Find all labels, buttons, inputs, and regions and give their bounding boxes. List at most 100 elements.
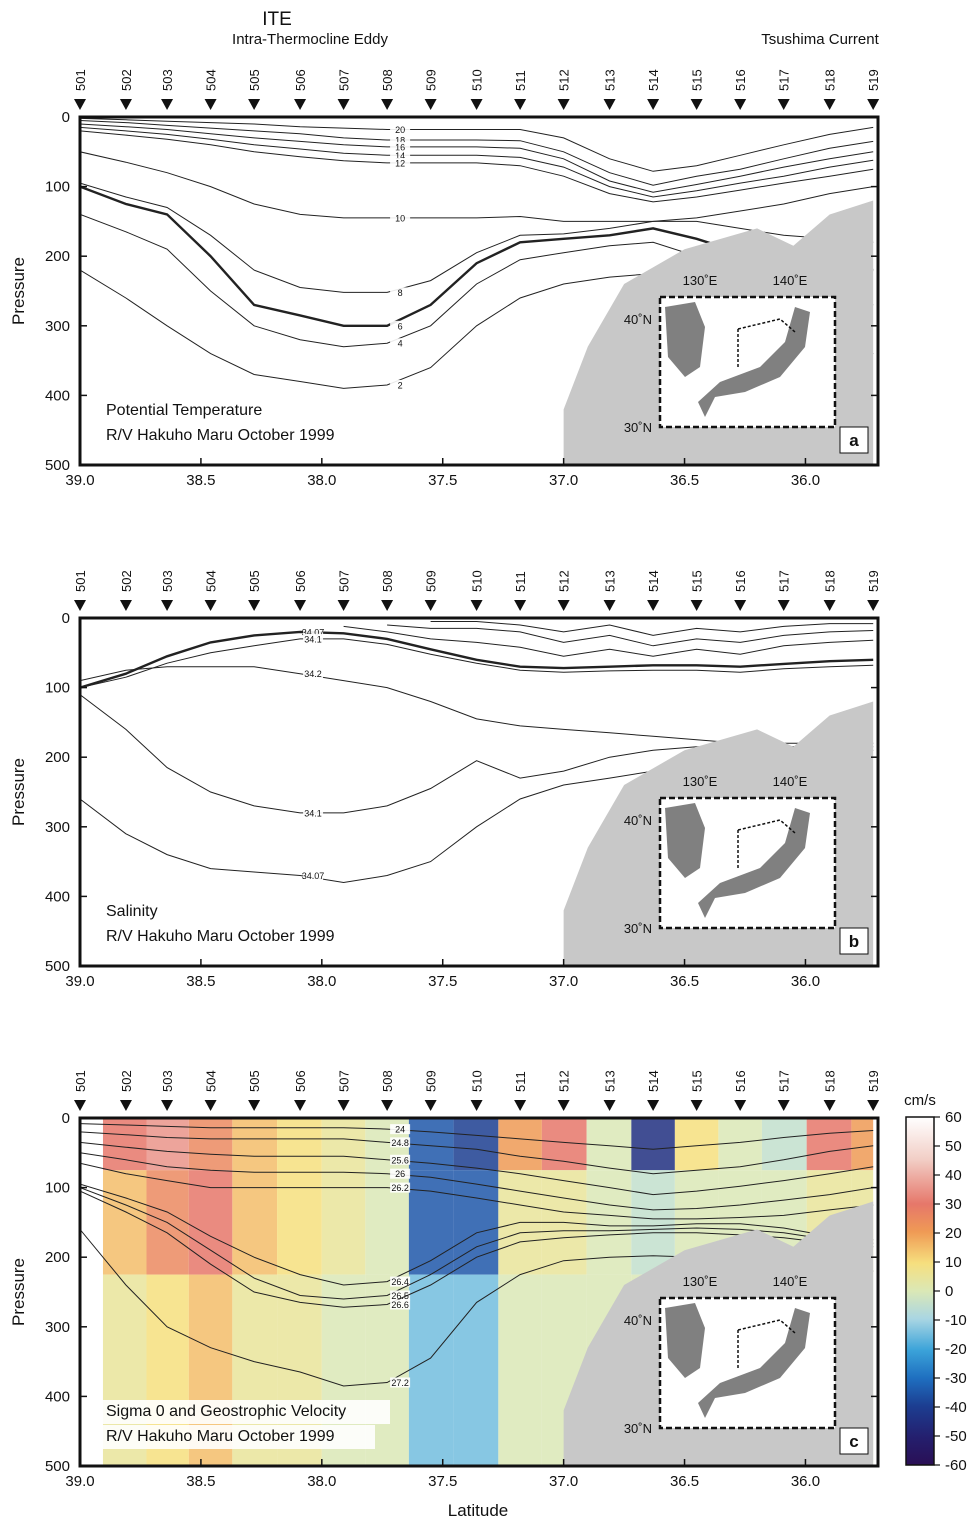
y-tick-label: 200 bbox=[45, 248, 70, 265]
contour-label-bg bbox=[390, 1137, 411, 1148]
station-marker bbox=[204, 1100, 217, 1111]
velocity-cell bbox=[102, 1118, 147, 1171]
colorbar-tick-label: -30 bbox=[945, 1370, 967, 1387]
y-tick-label: 200 bbox=[45, 749, 70, 766]
station-label: 504 bbox=[204, 1070, 219, 1092]
station-label: 504 bbox=[204, 69, 219, 91]
station-label: 508 bbox=[380, 69, 395, 91]
colorbar-tick-label: -40 bbox=[945, 1399, 967, 1416]
station-marker bbox=[119, 99, 132, 110]
station-marker bbox=[424, 600, 437, 611]
x-tick-label: 39.0 bbox=[65, 973, 94, 990]
velocity-cell bbox=[453, 1274, 499, 1466]
station-label: 505 bbox=[247, 1070, 262, 1092]
station-marker bbox=[204, 600, 217, 611]
chart-panel-c: 24 24.8 25.6 26 26.2 26.4 26.526.6 27.2 130˚E 140… bbox=[9, 1070, 881, 1490]
contour-line bbox=[80, 123, 874, 193]
velocity-cell bbox=[453, 1170, 499, 1275]
colorbar-tick-label: 10 bbox=[945, 1254, 962, 1271]
station-label: 503 bbox=[160, 570, 175, 592]
map-lat-label-40: 40˚N bbox=[624, 813, 652, 828]
station-label: 503 bbox=[160, 1070, 175, 1092]
korea-peninsula bbox=[665, 803, 705, 878]
velocity-cell bbox=[761, 1118, 807, 1171]
station-marker bbox=[823, 1100, 836, 1111]
velocity-cell bbox=[188, 1118, 233, 1171]
contour-line bbox=[80, 126, 874, 198]
contour-label: 34.07 bbox=[302, 627, 325, 637]
x-tick-label: 36.0 bbox=[791, 472, 820, 489]
station-track bbox=[737, 819, 796, 868]
velocity-cell bbox=[718, 1118, 762, 1171]
velocity-cell bbox=[408, 1170, 454, 1275]
ite-subtitle: Intra-Thermocline Eddy bbox=[232, 31, 388, 48]
velocity-cell bbox=[674, 1118, 719, 1171]
colorbar-unit: cm/s bbox=[904, 1092, 936, 1109]
station-label: 507 bbox=[337, 570, 352, 592]
velocity-cell bbox=[631, 1118, 675, 1171]
station-marker bbox=[248, 1100, 261, 1111]
x-tick-label: 38.0 bbox=[307, 973, 336, 990]
panel-annotation: Salinity bbox=[106, 903, 158, 920]
station-label: 512 bbox=[557, 570, 572, 592]
station-label: 502 bbox=[119, 69, 134, 91]
contour-line bbox=[80, 130, 874, 203]
station-marker bbox=[119, 600, 132, 611]
contour-lines: 24 24.8 25.6 26 26.2 26.4 26.526.6 27.2 bbox=[80, 1123, 874, 1388]
station-marker bbox=[647, 1100, 660, 1111]
colorbar-tick-label: 50 bbox=[945, 1138, 962, 1155]
station-label: 518 bbox=[823, 570, 838, 592]
map-lon-label-140: 140˚E bbox=[773, 774, 808, 789]
contour-label-bg bbox=[390, 157, 411, 168]
contour-line bbox=[80, 182, 874, 293]
x-tick-label: 38.0 bbox=[307, 1473, 336, 1490]
contour-label-bg bbox=[303, 626, 324, 637]
colorbar-tick-label: -20 bbox=[945, 1341, 967, 1358]
panel-letter: a bbox=[849, 431, 859, 450]
map-lat-label-40: 40˚N bbox=[624, 312, 652, 327]
station-label: 502 bbox=[119, 570, 134, 592]
contour-line bbox=[80, 1183, 874, 1286]
station-label: 518 bbox=[823, 69, 838, 91]
velocity-cell bbox=[498, 1118, 542, 1171]
station-label: 512 bbox=[557, 69, 572, 91]
station-marker bbox=[381, 1100, 394, 1111]
contour-label: 26.5 bbox=[391, 1291, 409, 1301]
y-axis-title: Pressure bbox=[9, 257, 28, 325]
panel-annotation: R/V Hakuho Maru October 1999 bbox=[106, 928, 335, 945]
japan-islands bbox=[698, 307, 810, 417]
station-label: 518 bbox=[823, 1070, 838, 1092]
station-label: 514 bbox=[646, 69, 661, 91]
station-marker bbox=[337, 1100, 350, 1111]
contour-label: 26 bbox=[395, 1169, 405, 1179]
contour-label-bg bbox=[303, 870, 324, 881]
station-marker bbox=[867, 99, 880, 110]
velocity-cell bbox=[321, 1170, 366, 1275]
velocity-cell bbox=[851, 1118, 874, 1171]
contour-label-bg bbox=[390, 124, 411, 135]
station-label: 503 bbox=[160, 69, 175, 91]
japan-islands bbox=[698, 1308, 810, 1418]
contour-label-bg bbox=[303, 668, 324, 679]
velocity-cell bbox=[586, 1118, 632, 1171]
colorbar-gradient bbox=[905, 1116, 935, 1466]
station-marker bbox=[337, 600, 350, 611]
contour-label: 6 bbox=[398, 321, 403, 331]
station-marker bbox=[119, 1100, 132, 1111]
contour-label-bg bbox=[390, 1377, 411, 1388]
contour-line bbox=[80, 117, 874, 172]
velocity-cell bbox=[631, 1170, 675, 1275]
plot-frame bbox=[78, 115, 880, 467]
station-marker bbox=[777, 600, 790, 611]
contour-label-bg bbox=[303, 807, 324, 818]
station-marker bbox=[74, 99, 86, 110]
contour-line bbox=[343, 625, 874, 657]
panel-letter: b bbox=[849, 932, 859, 951]
station-marker bbox=[514, 600, 527, 611]
station-marker bbox=[690, 600, 703, 611]
colorbar-tick-label: 60 bbox=[945, 1109, 962, 1126]
station-label: 511 bbox=[513, 571, 528, 592]
station-marker bbox=[204, 99, 217, 110]
plot-frame bbox=[78, 616, 880, 968]
station-marker bbox=[690, 99, 703, 110]
